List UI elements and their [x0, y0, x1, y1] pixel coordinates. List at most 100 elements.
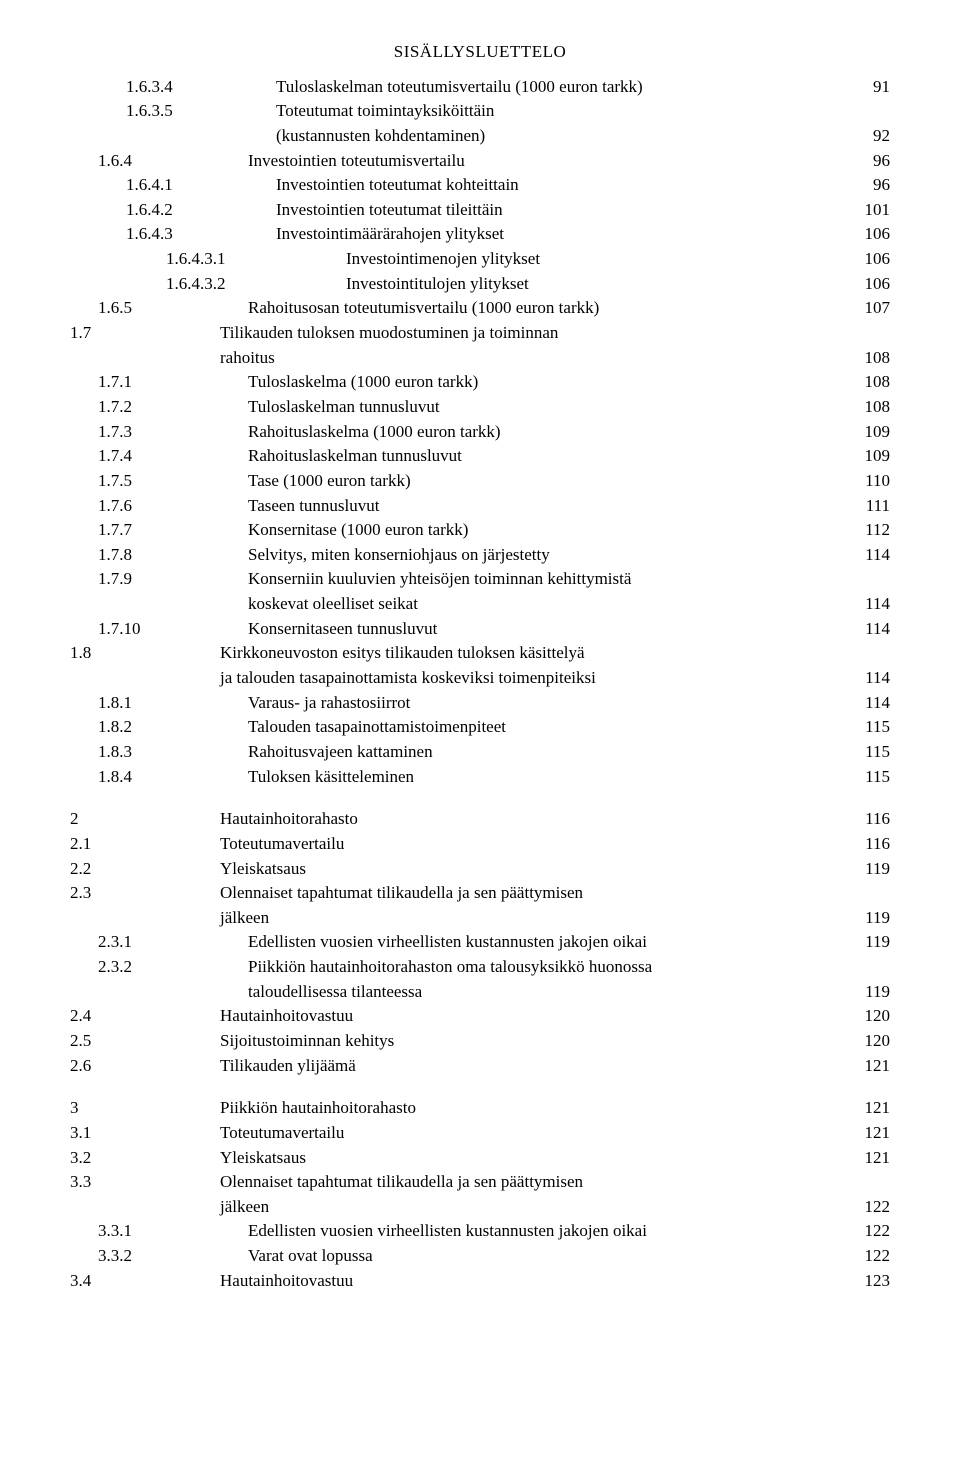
- toc-number: 1.6.4: [70, 149, 168, 174]
- toc-row: 3.4Hautainhoitovastuu123: [70, 1269, 890, 1294]
- toc-label: Hautainhoitovastuu: [126, 1004, 850, 1029]
- toc-row: 1.7.3Rahoituslaskelma (1000 euron tarkk)…: [70, 420, 890, 445]
- toc-group-gap: [70, 789, 890, 807]
- toc-number: 1.6.3.5: [70, 99, 236, 124]
- toc-label: Tuloksen käsitteleminen: [168, 765, 850, 790]
- toc-row: 1.7.4Rahoituslaskelman tunnusluvut109: [70, 444, 890, 469]
- toc-number: 2.1: [70, 832, 126, 857]
- toc-row: 2.2Yleiskatsaus119: [70, 857, 890, 882]
- toc-row: 2.3.1Edellisten vuosien virheellisten ku…: [70, 930, 890, 955]
- toc-number: 1.7.2: [70, 395, 168, 420]
- toc-row: 3.2Yleiskatsaus121: [70, 1146, 890, 1171]
- toc-row: 1.8.4Tuloksen käsitteleminen115: [70, 765, 890, 790]
- toc-label: Tilikauden ylijäämä: [126, 1054, 850, 1079]
- toc-row: rahoitus108: [70, 346, 890, 371]
- toc-row: 1.7.9Konserniin kuuluvien yhteisöjen toi…: [70, 567, 890, 592]
- toc-label: jälkeen: [126, 1195, 850, 1220]
- toc-label: Selvitys, miten konserniohjaus on järjes…: [168, 543, 850, 568]
- toc-label: Toteutumavertailu: [126, 832, 850, 857]
- toc-label: Tuloslaskelma (1000 euron tarkk): [168, 370, 850, 395]
- toc-page-number: 101: [850, 198, 890, 223]
- document-page: SISÄLLYSLUETTELO 1.6.3.4Tuloslaskelman t…: [0, 0, 960, 1353]
- toc-group-gap: [70, 1078, 890, 1096]
- toc-number: 3.3.1: [70, 1219, 168, 1244]
- toc-row: 2Hautainhoitorahasto116: [70, 807, 890, 832]
- toc-row: 3.1Toteutumavertailu121: [70, 1121, 890, 1146]
- toc-row: ja talouden tasapainottamista koskeviksi…: [70, 666, 890, 691]
- toc-label: Rahoitusosan toteutumisvertailu (1000 eu…: [168, 296, 850, 321]
- toc-row: 1.8Kirkkoneuvoston esitys tilikauden tul…: [70, 641, 890, 666]
- toc-label: Toteutumat toimintayksiköittäin: [236, 99, 850, 124]
- toc-page-number: 116: [850, 807, 890, 832]
- toc-row: 2.1Toteutumavertailu116: [70, 832, 890, 857]
- toc-row: 1.7.7Konsernitase (1000 euron tarkk)112: [70, 518, 890, 543]
- toc-page-number: 119: [850, 930, 890, 955]
- toc-row: jälkeen119: [70, 906, 890, 931]
- toc-row: (kustannusten kohdentaminen)92: [70, 124, 890, 149]
- toc-number: 1.7.8: [70, 543, 168, 568]
- toc-row: 1.6.4.1Investointien toteutumat kohteitt…: [70, 173, 890, 198]
- toc-label: Tuloslaskelman tunnusluvut: [168, 395, 850, 420]
- toc-row: 1.7Tilikauden tuloksen muodostuminen ja …: [70, 321, 890, 346]
- toc-label: Taseen tunnusluvut: [168, 494, 850, 519]
- toc-number: 1.7.7: [70, 518, 168, 543]
- page-title: SISÄLLYSLUETTELO: [70, 40, 890, 65]
- toc-page-number: 106: [850, 247, 890, 272]
- toc-label: Edellisten vuosien virheellisten kustann…: [168, 1219, 850, 1244]
- toc-row: jälkeen122: [70, 1195, 890, 1220]
- toc-row: 1.7.1Tuloslaskelma (1000 euron tarkk)108: [70, 370, 890, 395]
- toc-label: Edellisten vuosien virheellisten kustann…: [168, 930, 850, 955]
- toc-page-number: 120: [850, 1004, 890, 1029]
- toc-page-number: 122: [850, 1244, 890, 1269]
- toc-number: 1.6.4.3.1: [70, 247, 316, 272]
- toc-row: 1.8.2Talouden tasapainottamistoimenpitee…: [70, 715, 890, 740]
- toc-number: 2.4: [70, 1004, 126, 1029]
- toc-label: Investointitulojen ylitykset: [316, 272, 850, 297]
- toc-page-number: 114: [850, 592, 890, 617]
- toc-label: Olennaiset tapahtumat tilikaudella ja se…: [126, 1170, 850, 1195]
- toc-row: 1.6.3.5Toteutumat toimintayksiköittäin: [70, 99, 890, 124]
- toc-label: jälkeen: [126, 906, 850, 931]
- toc-label: Piikkiön hautainhoitorahasto: [126, 1096, 850, 1121]
- toc-label: koskevat oleelliset seikat: [168, 592, 850, 617]
- toc-label: Konsernitaseen tunnusluvut: [168, 617, 850, 642]
- toc-label: Hautainhoitovastuu: [126, 1269, 850, 1294]
- table-of-contents: 1.6.3.4Tuloslaskelman toteutumisvertailu…: [70, 75, 890, 1294]
- toc-row: 3.3.1Edellisten vuosien virheellisten ku…: [70, 1219, 890, 1244]
- toc-page-number: 119: [850, 857, 890, 882]
- toc-number: 1.8.4: [70, 765, 168, 790]
- toc-label: Varaus- ja rahastosiirrot: [168, 691, 850, 716]
- toc-number: 3: [70, 1096, 126, 1121]
- toc-number: 3.1: [70, 1121, 126, 1146]
- toc-page-number: 106: [850, 272, 890, 297]
- toc-label: Yleiskatsaus: [126, 857, 850, 882]
- toc-page-number: 123: [850, 1269, 890, 1294]
- toc-label: (kustannusten kohdentaminen): [236, 124, 850, 149]
- toc-row: 1.7.2Tuloslaskelman tunnusluvut108: [70, 395, 890, 420]
- toc-page-number: 121: [850, 1121, 890, 1146]
- toc-label: Piikkiön hautainhoitorahaston oma talous…: [168, 955, 850, 980]
- toc-label: Tase (1000 euron tarkk): [168, 469, 850, 494]
- toc-label: Investointien toteutumat tileittäin: [236, 198, 850, 223]
- toc-row: 1.6.4.2Investointien toteutumat tileittä…: [70, 198, 890, 223]
- toc-number: 3.3.2: [70, 1244, 168, 1269]
- toc-number: 1.7.3: [70, 420, 168, 445]
- toc-number: 1.7.1: [70, 370, 168, 395]
- toc-number: 2: [70, 807, 126, 832]
- toc-page-number: 115: [850, 740, 890, 765]
- toc-page-number: 110: [850, 469, 890, 494]
- toc-page-number: 121: [850, 1146, 890, 1171]
- toc-label: Rahoituslaskelma (1000 euron tarkk): [168, 420, 850, 445]
- toc-row: 2.6Tilikauden ylijäämä121: [70, 1054, 890, 1079]
- toc-row: koskevat oleelliset seikat114: [70, 592, 890, 617]
- toc-label: Toteutumavertailu: [126, 1121, 850, 1146]
- toc-number: 1.6.4.3.2: [70, 272, 316, 297]
- toc-label: Konserniin kuuluvien yhteisöjen toiminna…: [168, 567, 850, 592]
- toc-number: 1.6.4.2: [70, 198, 236, 223]
- toc-row: 1.7.5Tase (1000 euron tarkk)110: [70, 469, 890, 494]
- toc-number: 3.3: [70, 1170, 126, 1195]
- toc-page-number: 92: [850, 124, 890, 149]
- toc-row: 1.6.4.3.1Investointimenojen ylitykset106: [70, 247, 890, 272]
- toc-page-number: 115: [850, 765, 890, 790]
- toc-number: 1.7.6: [70, 494, 168, 519]
